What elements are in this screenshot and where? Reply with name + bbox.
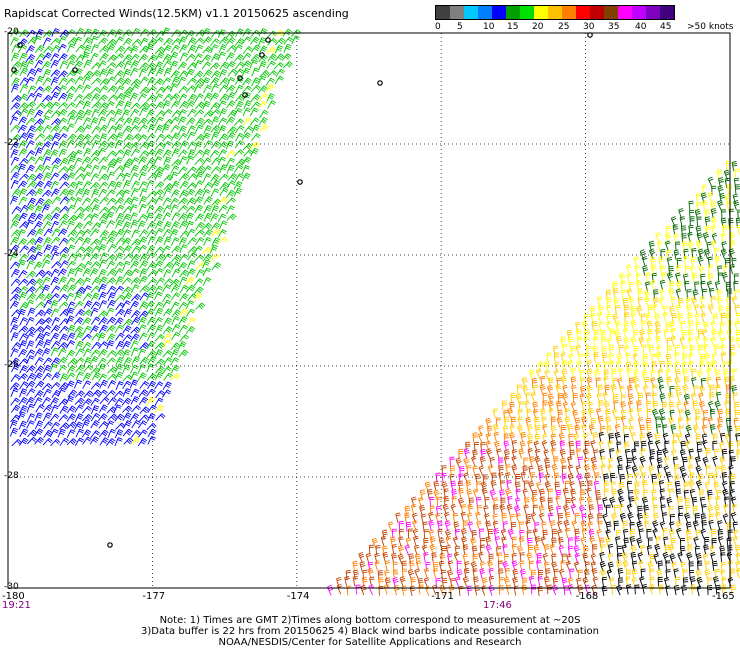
island-outline — [297, 179, 303, 185]
island-outline — [17, 42, 23, 48]
legend-tick: 25 — [558, 22, 570, 32]
island-outline — [259, 52, 265, 58]
legend-swatch — [576, 6, 590, 19]
legend-swatch — [632, 6, 646, 19]
wind-speed-legend: 0 5 10 15 20 25 30 35 40 45 >50 knots — [435, 5, 734, 34]
y-tick-label: -28 — [4, 471, 19, 481]
legend-tick: 10 — [483, 22, 495, 32]
time-label-left: 19:21 — [2, 600, 31, 611]
y-tick-label: -26 — [4, 360, 19, 370]
note-line-2: 3)Data buffer is 22 hrs from 20150625 4)… — [141, 626, 599, 637]
note-line-1: Note: 1) Times are GMT 2)Times along bot… — [159, 615, 581, 626]
island-outline — [265, 37, 271, 43]
legend-tick: 35 — [608, 22, 620, 32]
y-tick-label: -20 — [4, 27, 19, 37]
legend-tick: 45 — [660, 22, 672, 32]
legend-swatch — [534, 6, 548, 19]
x-tick-label: -174 — [286, 591, 310, 602]
island-outline — [11, 67, 17, 73]
legend-tick: 5 — [457, 22, 463, 32]
x-tick-label: -180 — [2, 591, 25, 602]
legend-swatch — [604, 6, 618, 19]
legend-tick: 30 — [583, 22, 595, 32]
legend-tick: 40 — [635, 22, 647, 32]
legend-swatch — [436, 6, 450, 19]
legend-tick-labels: 0 5 10 15 20 25 30 35 40 45 >50 knots — [435, 20, 734, 34]
legend-tick: >50 knots — [687, 22, 734, 32]
map-title: Rapidscat Corrected Winds(12.5KM) v1.1 2… — [4, 7, 349, 20]
legend-swatch — [492, 6, 506, 19]
y-tick-label: -24 — [4, 249, 19, 259]
y-tick-label: -22 — [4, 138, 19, 148]
legend-tick: 0 — [435, 22, 441, 32]
island-outline — [237, 75, 243, 81]
legend-tick: 20 — [532, 22, 544, 32]
footnotes: Note: 1) Times are GMT 2)Times along bot… — [0, 615, 740, 648]
x-tick-label: -177 — [142, 591, 166, 602]
legend-swatch — [646, 6, 660, 19]
time-label-middle: 17:46 — [483, 600, 512, 611]
note-line-3: NOAA/NESDIS/Center for Satellite Applica… — [218, 637, 522, 648]
x-tick-label: -168 — [575, 591, 599, 602]
legend-swatch — [520, 6, 534, 19]
island-outline — [242, 92, 248, 98]
legend-swatch — [450, 6, 464, 19]
x-tick-label: -165 — [712, 591, 735, 602]
legend-swatch — [464, 6, 478, 19]
legend-swatch — [562, 6, 576, 19]
west-swath-wind-barbs — [9, 27, 301, 447]
island-outline — [72, 67, 78, 73]
legend-swatch — [506, 6, 520, 19]
map-frame — [7, 32, 731, 589]
legend-swatch — [590, 6, 604, 19]
legend-tick: 15 — [507, 22, 519, 32]
legend-swatch — [548, 6, 562, 19]
legend-color-bar — [435, 5, 675, 20]
legend-swatch — [660, 6, 674, 19]
legend-swatch — [478, 6, 492, 19]
x-tick-label: -171 — [431, 591, 454, 602]
east-swath-wind-barbs — [326, 160, 740, 597]
island-outlines — [11, 32, 593, 548]
y-tick-label: -30 — [4, 582, 19, 592]
island-outline — [377, 80, 383, 86]
legend-swatch — [618, 6, 632, 19]
island-outline — [107, 542, 113, 548]
